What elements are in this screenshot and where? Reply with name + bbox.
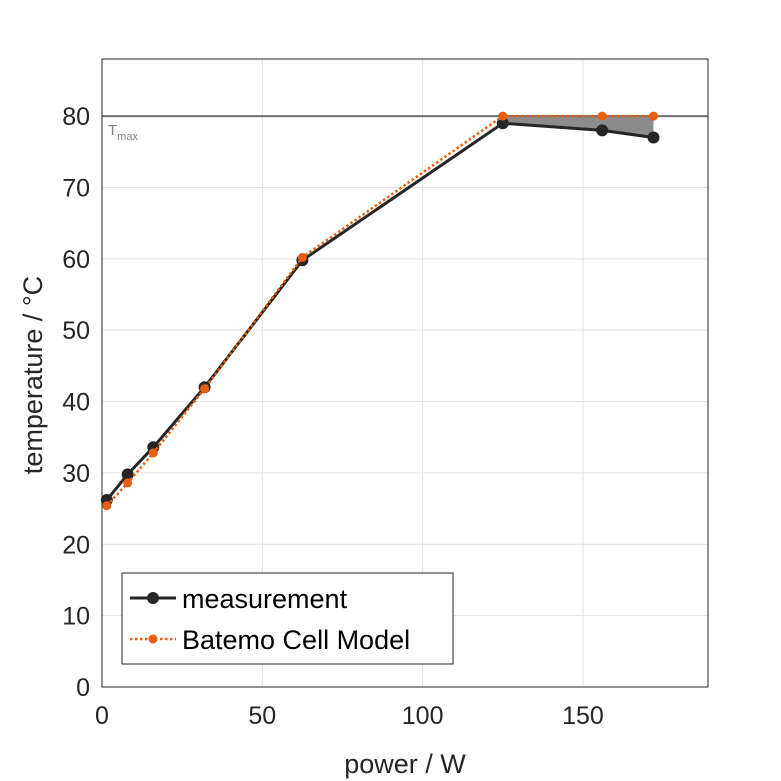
y-tick-labels: 0 10 20 30 40 50 60 70 80 — [62, 103, 90, 702]
x-tick-label: 100 — [402, 702, 444, 730]
y-tick-label: 20 — [62, 531, 90, 559]
series-line — [105, 121, 654, 501]
axes-box — [101, 58, 709, 688]
legend-label: Batemo Cell Model — [182, 625, 410, 655]
data-point — [498, 111, 508, 121]
y-tick-label: 40 — [62, 389, 90, 417]
legend-item: Batemo Cell Model — [130, 625, 410, 655]
data-point — [200, 384, 210, 394]
data-point — [297, 252, 307, 262]
y-tick-label: 70 — [62, 174, 90, 202]
legend-marker — [148, 634, 158, 644]
x-tick-labels: 0 50 100 150 — [95, 702, 604, 730]
data-point — [597, 111, 607, 121]
data-point — [648, 111, 658, 121]
data-point — [496, 117, 509, 130]
tmax-label: Tmax — [108, 122, 138, 143]
y-tick-label: 80 — [62, 103, 90, 131]
data-point — [596, 124, 609, 137]
y-tick-label: 50 — [62, 317, 90, 345]
data-point — [121, 468, 134, 481]
series-line — [105, 114, 654, 507]
y-tick-label: 10 — [62, 603, 90, 631]
y-tick-label: 0 — [76, 674, 90, 702]
series-layer — [100, 111, 660, 511]
legend: measurement Batemo Cell Model — [121, 572, 454, 665]
legend-label: measurement — [182, 584, 348, 614]
tmax-label-sub: max — [117, 131, 138, 143]
y-tick-label: 60 — [62, 246, 90, 274]
x-tick-label: 0 — [95, 702, 109, 730]
legend-item: measurement — [130, 584, 348, 614]
data-point — [148, 448, 158, 458]
data-point — [102, 501, 112, 511]
legend-box — [121, 572, 454, 665]
tmax-label-main: T — [108, 122, 117, 139]
series-measurement — [100, 117, 660, 507]
data-point — [123, 478, 133, 488]
x-axis-label: power / W — [344, 749, 466, 779]
y-axis-label: temperature / °C — [18, 276, 48, 474]
series-model — [102, 111, 658, 511]
x-tick-label: 50 — [248, 702, 276, 730]
x-tick-label: 150 — [562, 702, 604, 730]
legend-marker — [147, 592, 159, 604]
data-point — [647, 131, 660, 144]
y-tick-label: 30 — [62, 460, 90, 488]
